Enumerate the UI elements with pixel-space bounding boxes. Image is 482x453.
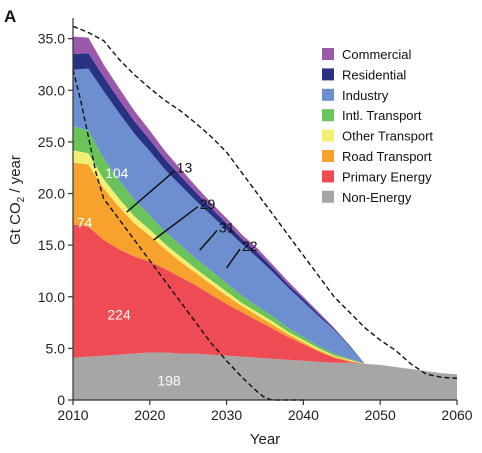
y-tick-label: 0 — [57, 392, 65, 408]
y-tick-label: 30.0 — [38, 82, 65, 98]
annotation-leader-22 — [225, 248, 241, 269]
legend-label-other-transport: Other Transport — [342, 129, 433, 144]
y-axis-title-subscript: 2 — [16, 196, 27, 202]
legend-label-intl-transport: Intl. Transport — [342, 108, 422, 123]
y-axis-title-suffix: / year — [7, 155, 24, 197]
y-axis-title: Gt CO2 / year — [7, 155, 27, 245]
annotation-22: 22 — [242, 238, 258, 254]
legend-swatch-intl-transport — [322, 109, 334, 122]
annotation-74: 74 — [77, 214, 93, 230]
legend-swatch-primary-energy — [322, 170, 334, 183]
y-tick-label: 25.0 — [38, 134, 65, 150]
legend-swatch-other-transport — [322, 129, 334, 142]
legend-label-residential: Residential — [342, 67, 406, 82]
annotation-198: 198 — [157, 372, 181, 388]
x-tick-label: 2060 — [441, 407, 472, 423]
legend-label-industry: Industry — [342, 88, 389, 103]
legend-label-commercial: Commercial — [342, 47, 411, 62]
x-tick-label: 2040 — [288, 407, 319, 423]
y-tick-label: 20.0 — [38, 186, 65, 202]
x-tick-label: 2010 — [57, 407, 88, 423]
legend-swatch-road-transport — [322, 150, 334, 162]
y-tick-label: 5.0 — [46, 340, 66, 356]
annotation-104: 104 — [105, 165, 129, 181]
dashed-reference-line-1 — [72, 25, 458, 379]
dashed-reference-line-2 — [72, 69, 304, 401]
legend-label-primary-energy: Primary Energy — [342, 169, 432, 184]
y-tick-label: 35.0 — [38, 31, 65, 47]
panel-label: A — [4, 7, 16, 26]
y-tick-label: 10.0 — [38, 289, 65, 305]
annotation-224: 224 — [107, 306, 131, 322]
y-axis-title-prefix: Gt CO — [7, 202, 24, 245]
legend-label-non-energy: Non-Energy — [342, 190, 412, 205]
axes: 0 5.0 10.0 15.0 20.0 25.0 30.0 35.0 2010 2020 2030… — [38, 18, 473, 423]
legend-swatch-non-energy — [322, 190, 334, 203]
annotation-leader-31 — [199, 230, 218, 251]
annotation-13: 13 — [177, 160, 193, 176]
reference-lines — [72, 25, 458, 401]
annotation-leader-29 — [153, 206, 199, 241]
x-axis-title: Year — [250, 431, 280, 448]
x-tick-label: 2030 — [211, 407, 242, 423]
y-tick-label: 15.0 — [38, 237, 65, 253]
x-tick-label: 2050 — [365, 407, 396, 423]
annotation-leader-13 — [126, 170, 176, 213]
area-non-energy — [73, 352, 457, 400]
annotation-29: 29 — [200, 196, 216, 212]
legend-swatch-commercial — [322, 48, 334, 60]
legend-swatch-residential — [322, 68, 334, 81]
x-tick-label: 2020 — [134, 407, 165, 423]
legend: Commercial Residential Industry Intl. Trans… — [322, 47, 433, 205]
stacked-areas — [73, 36, 457, 400]
legend-swatch-industry — [322, 88, 334, 101]
legend-label-road-transport: Road Transport — [342, 149, 432, 164]
annotation-31: 31 — [219, 220, 235, 236]
area-primary-energy — [73, 224, 457, 375]
